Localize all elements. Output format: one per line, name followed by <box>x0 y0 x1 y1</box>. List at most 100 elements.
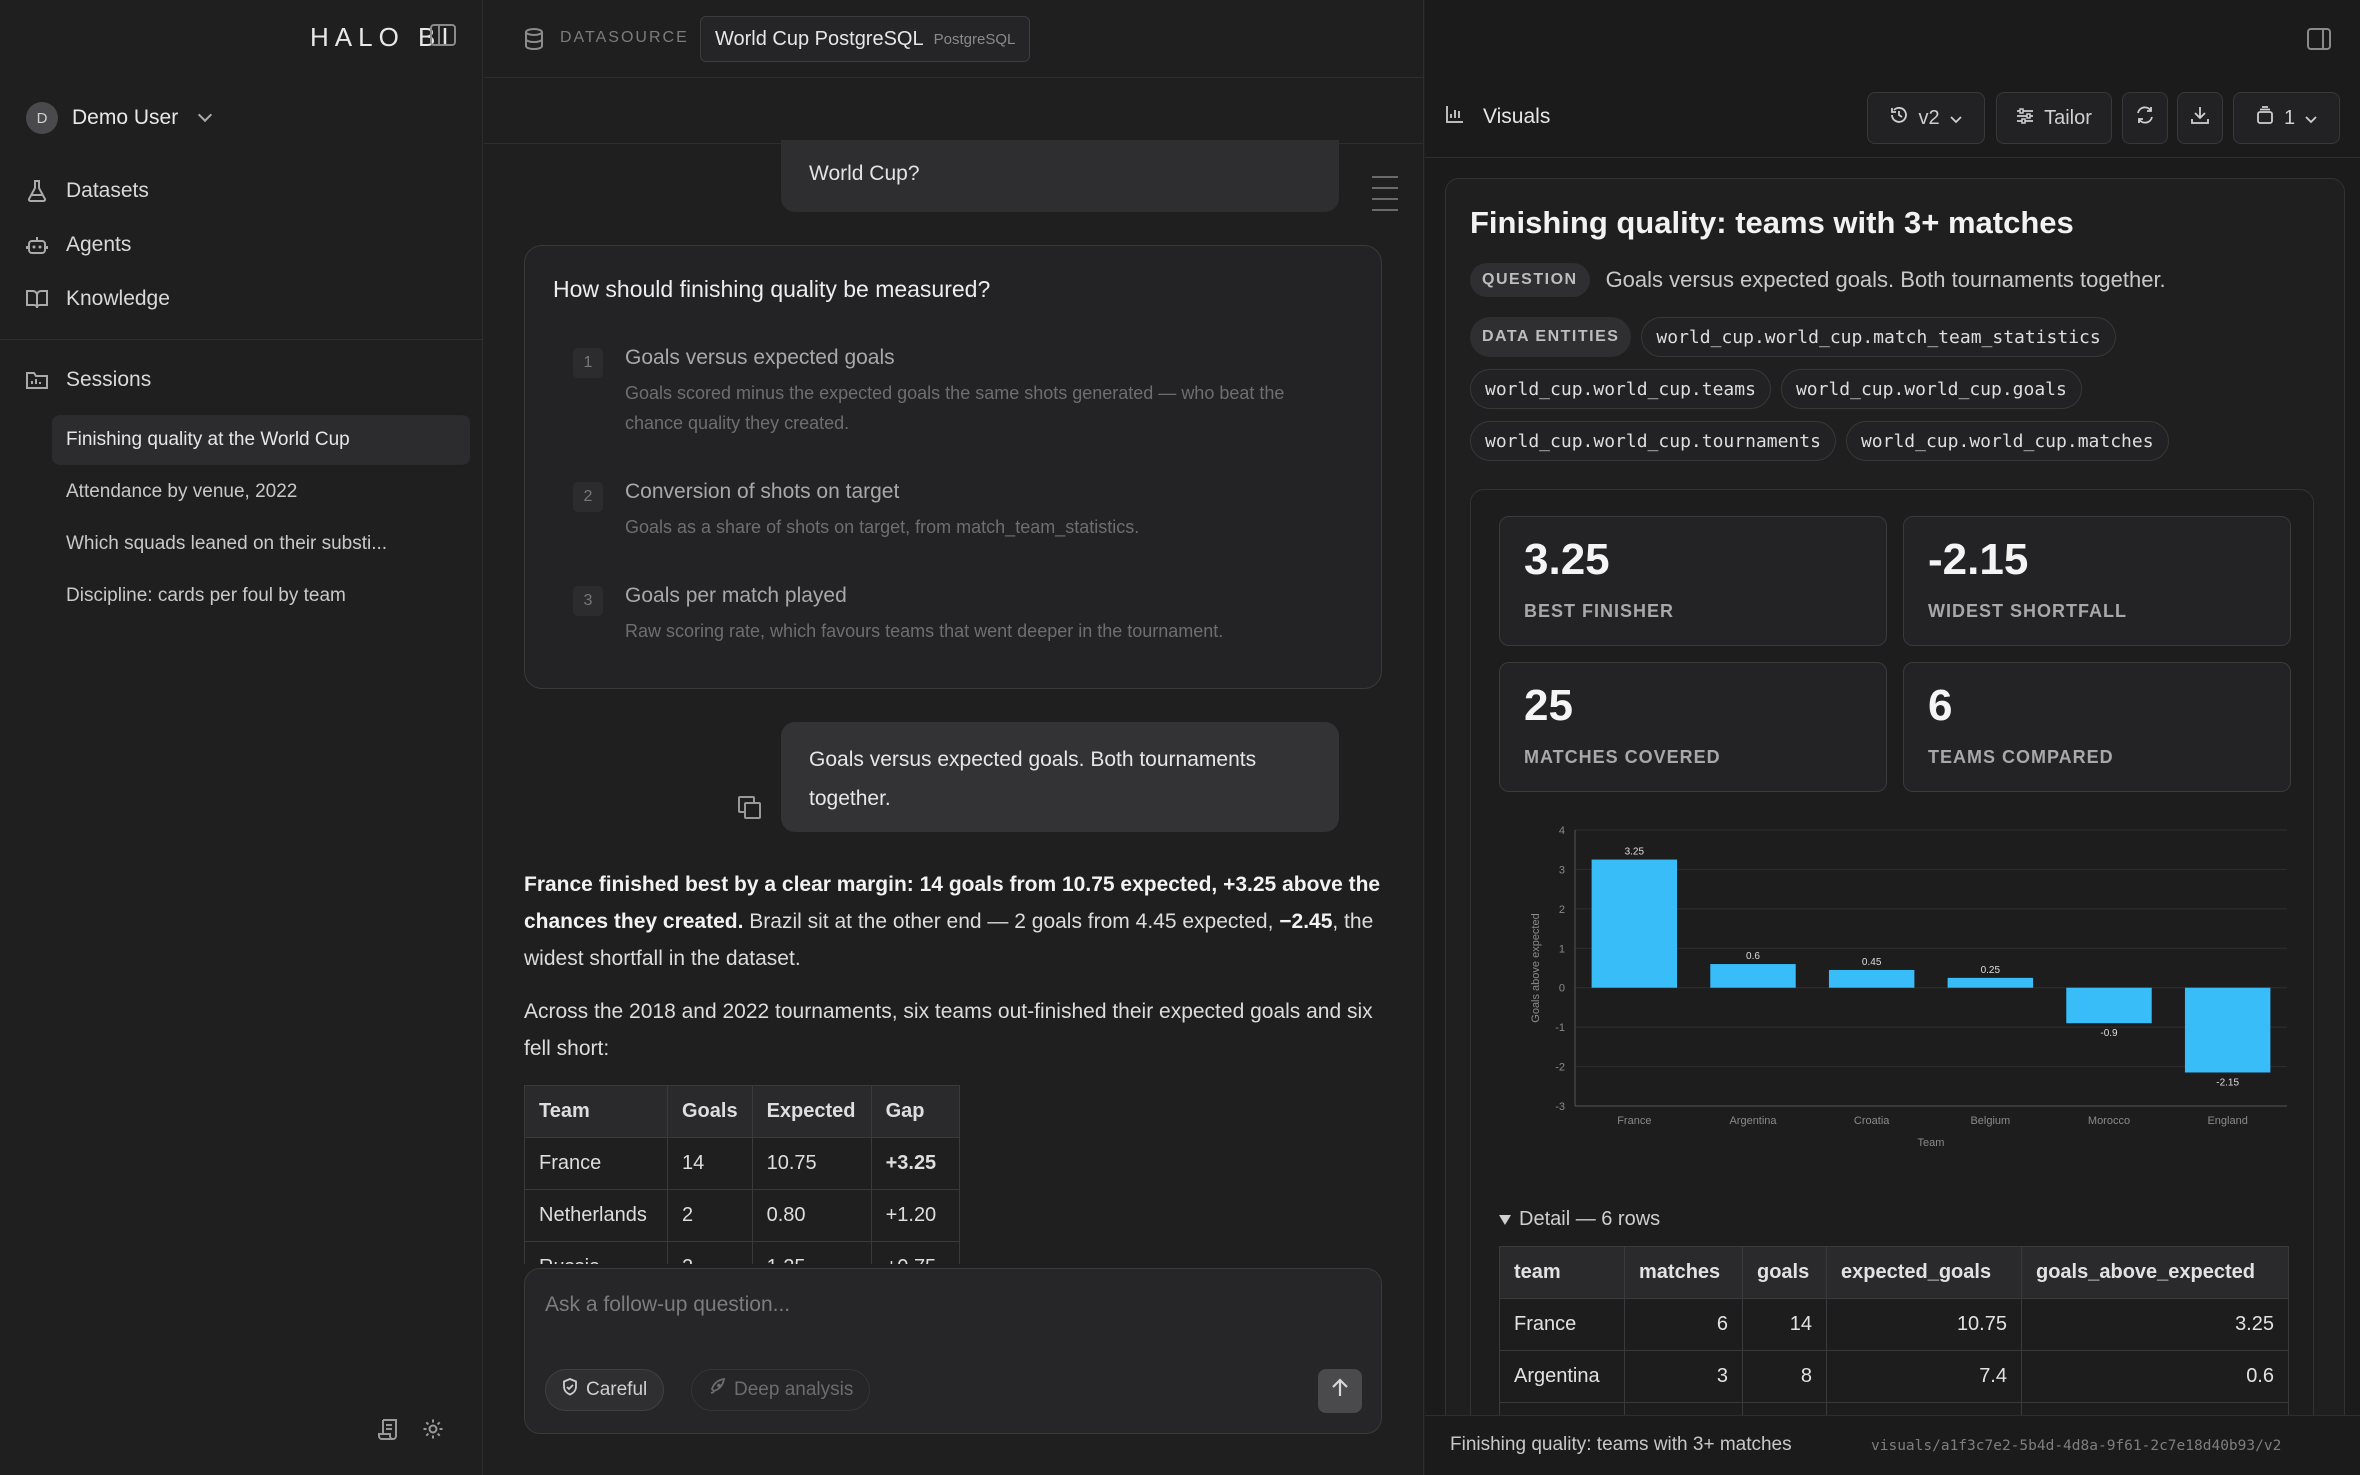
table-row: France 14 10.75 +3.25 <box>524 1137 960 1190</box>
entity-chip[interactable]: world_cup.world_cup.match_team_statistic… <box>1641 317 2116 357</box>
y-axis-title: Goals above expected <box>1530 913 1542 1022</box>
user-menu[interactable]: D Demo User <box>26 102 213 134</box>
scroll-indicator[interactable] <box>1372 176 1398 220</box>
chart-bar <box>2184 987 2271 1073</box>
entity-chip[interactable]: world_cup.world_cup.teams <box>1470 369 1771 409</box>
datasource-type: PostgreSQL <box>933 30 1016 48</box>
sidebar-footer <box>378 1418 444 1446</box>
table-cell: +1.20 <box>870 1189 960 1242</box>
deep-analysis-toggle[interactable]: Deep analysis <box>691 1369 871 1411</box>
x-axis-title: Team <box>1918 1137 1945 1149</box>
entity-chip[interactable]: world_cup.world_cup.matches <box>1845 421 2169 461</box>
flask-icon <box>26 180 48 202</box>
nav-label: Agents <box>66 233 132 256</box>
x-tick-label: France <box>1617 1115 1651 1127</box>
stack-selector[interactable]: 1 <box>2233 92 2340 144</box>
answer-paragraph: France finished best by a clear margin: … <box>524 866 1382 977</box>
chart-bar <box>1710 964 1796 988</box>
data-label: 0.6 <box>1746 951 1760 962</box>
robot-icon <box>26 234 48 256</box>
x-tick-label: Argentina <box>1729 1115 1777 1127</box>
table-header: goals_above_expected <box>2021 1246 2289 1299</box>
x-tick-label: England <box>2207 1115 2247 1127</box>
question-tag: QUESTION <box>1470 263 1590 297</box>
panel-toggle-icon[interactable] <box>2307 28 2331 50</box>
user-message: Goals versus expected goals. Both tourna… <box>781 722 1339 832</box>
option-number: 3 <box>573 586 603 616</box>
sidebar-toggle-icon[interactable] <box>430 24 456 46</box>
entity-chip[interactable]: world_cup.world_cup.goals <box>1780 369 2082 409</box>
table-cell: 3.25 <box>2021 1298 2289 1351</box>
table-cell: France <box>524 1137 668 1190</box>
tailor-label: Tailor <box>2044 106 2092 129</box>
kpi-label: BEST FINISHER <box>1524 601 1675 621</box>
version-selector[interactable]: v2 <box>1867 92 1985 144</box>
chat-subheader <box>484 78 1423 144</box>
kpi-label: TEAMS COMPARED <box>1928 747 2114 767</box>
session-item[interactable]: Attendance by venue, 2022 <box>66 481 298 502</box>
send-button[interactable] <box>1318 1369 1362 1413</box>
y-tick-label: 0 <box>1559 983 1565 995</box>
download-button[interactable] <box>2177 92 2223 144</box>
datasource-selector[interactable]: World Cup PostgreSQL PostgreSQL <box>700 16 1031 62</box>
datasource-name: World Cup PostgreSQL <box>715 27 924 50</box>
y-tick-label: -1 <box>1555 1022 1565 1034</box>
x-tick-label: Belgium <box>1970 1115 2010 1127</box>
datasource-bar: DATASOURCE World Cup PostgreSQL PostgreS… <box>484 0 1423 78</box>
download-icon <box>2190 105 2210 131</box>
session-item[interactable]: Which squads leaned on their substi... <box>66 533 388 554</box>
answer-table: Team Goals Expected Gap France 14 10.75 +3.… <box>524 1085 960 1294</box>
nav-item-agents[interactable]: Agents <box>26 218 170 272</box>
refresh-icon <box>2135 105 2155 131</box>
chevron-down-icon <box>2305 107 2317 130</box>
chevron-down-icon <box>198 107 213 123</box>
main-nav: Datasets Agents Knowledge <box>26 164 170 326</box>
table-cell: 6 <box>1624 1298 1743 1351</box>
chart-bar <box>1591 859 1678 988</box>
nav-item-datasets[interactable]: Datasets <box>26 164 170 218</box>
rocket-icon <box>708 1377 726 1402</box>
kpi-card: 25 MATCHES COVERED <box>1499 662 1887 792</box>
data-entities-tag: DATA ENTITIES <box>1470 317 1632 357</box>
entity-chip[interactable]: world_cup.world_cup.tournaments <box>1470 421 1836 461</box>
data-entities: DATA ENTITIES world_cup.world_cup.match_… <box>1470 317 2330 461</box>
refresh-button[interactable] <box>2122 92 2168 144</box>
answer-highlight: France finished best by a clear margin: … <box>524 873 1381 933</box>
answer-paragraph: Across the 2018 and 2022 tournaments, si… <box>524 1000 1373 1060</box>
table-cell: 14 <box>1742 1298 1827 1351</box>
copy-icon[interactable] <box>738 796 761 819</box>
footer-path: visuals/a1f3c7e2-5b4d-4d8a-9f61-2c7e18d4… <box>1871 1438 2282 1454</box>
nav-item-knowledge[interactable]: Knowledge <box>26 272 170 326</box>
nav-label: Datasets <box>66 179 149 202</box>
details-toggle[interactable]: Detail — 6 rows <box>1499 1208 1660 1231</box>
table-cell: 10.75 <box>1826 1298 2022 1351</box>
option-description: Goals scored minus the expected goals th… <box>625 383 1285 433</box>
session-list: Finishing quality at the World Cup Atten… <box>52 415 470 623</box>
x-tick-label: Croatia <box>1854 1115 1890 1127</box>
table-cell: 7.4 <box>1826 1350 2022 1403</box>
kpi-card: -2.15 WIDEST SHORTFALL <box>1903 516 2291 646</box>
folder-icon <box>26 369 48 391</box>
stack-count: 1 <box>2283 106 2296 129</box>
scroll-icon[interactable] <box>378 1418 400 1446</box>
avatar: D <box>26 102 58 134</box>
table-header: Gap <box>870 1085 960 1138</box>
y-tick-label: 2 <box>1559 904 1565 916</box>
table-row: Argentina 3 8 7.4 0.6 <box>1499 1350 2289 1403</box>
data-label: 0.45 <box>1862 957 1882 968</box>
follow-up-input[interactable] <box>545 1293 1245 1317</box>
footer-title: Finishing quality: teams with 3+ matches <box>1450 1434 1792 1455</box>
session-item[interactable]: Discipline: cards per foul by team <box>66 585 346 606</box>
session-item[interactable]: Finishing quality at the World Cup <box>52 415 470 465</box>
careful-toggle[interactable]: Careful <box>545 1369 665 1411</box>
data-label: 3.25 <box>1625 847 1645 858</box>
table-header: matches <box>1624 1246 1743 1299</box>
sessions-header[interactable]: Sessions <box>26 368 151 392</box>
y-tick-label: 1 <box>1559 943 1565 955</box>
table-header: expected_goals <box>1826 1246 2022 1299</box>
table-cell: 14 <box>667 1137 753 1190</box>
table-row: Netherlands 2 0.80 +1.20 <box>524 1189 960 1242</box>
gear-icon[interactable] <box>422 1418 444 1446</box>
tailor-button[interactable]: Tailor <box>1996 92 2112 144</box>
sessions-label: Sessions <box>66 368 152 391</box>
